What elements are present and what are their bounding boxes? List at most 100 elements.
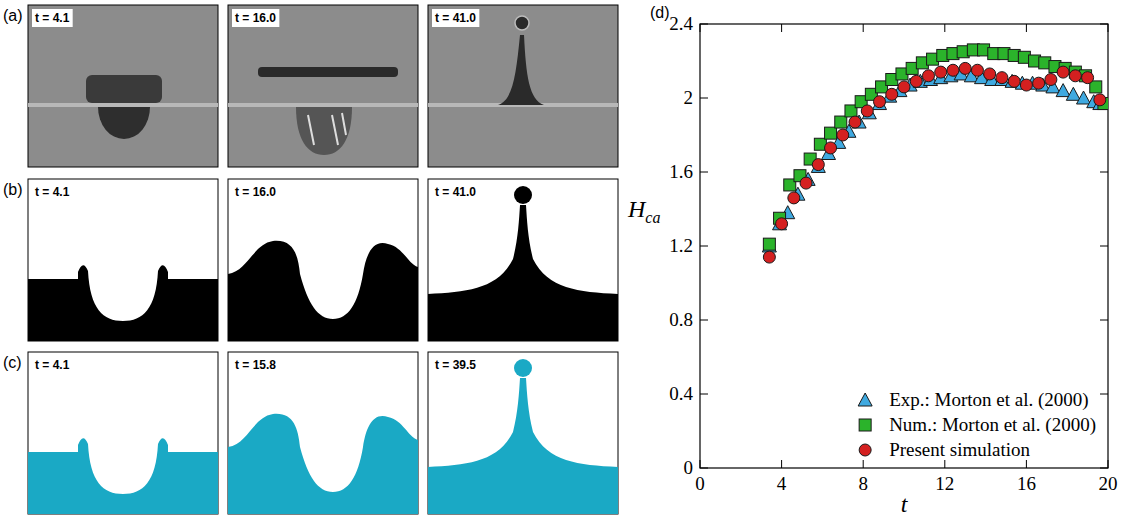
x-tick [863, 24, 864, 32]
frame-bg [428, 179, 618, 341]
point [788, 192, 800, 204]
drop [515, 16, 529, 30]
y-tick [1100, 172, 1108, 173]
point [763, 238, 775, 250]
time-label: t = 4.1 [35, 358, 70, 372]
frame-bg [28, 179, 218, 341]
panel-label: (a) [3, 7, 23, 24]
point [825, 142, 837, 154]
point [910, 75, 922, 87]
point [959, 62, 971, 74]
panel-label: (b) [3, 181, 23, 198]
legend-marker [859, 444, 871, 456]
liquid [428, 378, 618, 514]
point [776, 218, 788, 230]
y-tick [700, 320, 708, 321]
y-tick [700, 98, 708, 99]
frame: t = 4.1 [28, 179, 218, 341]
x-tick [781, 460, 782, 468]
x-tick [1026, 24, 1027, 32]
point [886, 88, 898, 100]
time-label: t = 39.5 [435, 358, 476, 372]
plot-area [762, 44, 1108, 263]
surface [28, 103, 218, 107]
time-label: t = 4.1 [35, 185, 70, 199]
point [811, 159, 825, 172]
point [984, 68, 996, 80]
x-tick-label: 4 [777, 473, 787, 494]
legend-label: Present simulation [889, 439, 1030, 460]
frame-bg [228, 5, 418, 167]
frame: t = 39.5 [428, 352, 618, 514]
y-axis-title: Hca [627, 196, 660, 226]
frame: t = 41.0 [428, 179, 618, 341]
point [922, 70, 934, 82]
frame: t = 41.0 [428, 5, 618, 167]
frame-bg [228, 352, 418, 514]
splash [86, 75, 162, 103]
y-tick-label: 0.8 [669, 309, 693, 330]
liquid [428, 205, 618, 341]
point [762, 239, 776, 252]
frame: t = 15.8 [228, 352, 418, 514]
frame-bg [28, 5, 218, 167]
point [1082, 72, 1094, 84]
frame-bg [228, 179, 418, 341]
y-tick [700, 246, 708, 247]
x-tick [781, 24, 782, 32]
point [874, 96, 886, 108]
y-tick-label: 2 [684, 87, 694, 108]
x-tick [1026, 460, 1027, 468]
time-label: t = 4.1 [35, 11, 70, 25]
legend-marker [859, 419, 871, 431]
x-tick-label: 8 [858, 473, 868, 494]
series [762, 67, 1106, 252]
point [1033, 77, 1045, 89]
time-label-bg [232, 9, 279, 27]
point [1056, 84, 1070, 97]
legend-marker [858, 393, 872, 406]
axes: 04812162000.40.81.21.622.4tHca [627, 13, 1118, 517]
time-label-bg [32, 9, 73, 27]
point [849, 116, 861, 128]
point [1008, 75, 1020, 87]
y-tick-label: 0 [684, 457, 694, 478]
y-tick-label: 0.4 [669, 383, 693, 404]
time-label: t = 15.8 [235, 358, 276, 372]
plot-frame [700, 24, 1108, 468]
point [1020, 79, 1032, 91]
panel-label: (d) [650, 4, 670, 21]
liquid [228, 241, 418, 341]
point [1094, 94, 1106, 106]
point [812, 159, 824, 171]
time-label-bg [432, 9, 479, 27]
point [825, 127, 837, 139]
legend-label: Num.: Morton et al. (2000) [889, 414, 1096, 436]
cavity [98, 107, 150, 139]
point [1045, 74, 1057, 86]
point [1069, 70, 1081, 82]
y-tick [700, 172, 708, 173]
point [898, 81, 910, 93]
time-label: t = 41.0 [435, 11, 476, 25]
frame: t = 16.0 [228, 179, 418, 341]
cavity [296, 107, 352, 155]
x-tick-label: 0 [695, 473, 705, 494]
y-axis-title-sub: ca [645, 209, 660, 226]
panel-label: (c) [3, 354, 22, 371]
x-tick-label: 20 [1099, 473, 1118, 494]
liquid [28, 265, 218, 341]
splash [258, 67, 398, 77]
point [861, 105, 873, 117]
x-tick [863, 460, 864, 468]
y-tick-label: 2.4 [669, 13, 693, 34]
y-tick-label: 1.2 [669, 235, 693, 256]
frame: t = 16.0 [228, 5, 418, 167]
figure: (a)t = 4.1t = 16.0t = 41.0(b)t = 4.1t = … [0, 0, 1131, 519]
frame-bg [28, 352, 218, 514]
x-tick-label: 16 [1017, 473, 1036, 494]
point [800, 177, 812, 189]
point [947, 64, 959, 76]
y-tick-label: 1.6 [669, 161, 693, 182]
series [763, 44, 1108, 250]
